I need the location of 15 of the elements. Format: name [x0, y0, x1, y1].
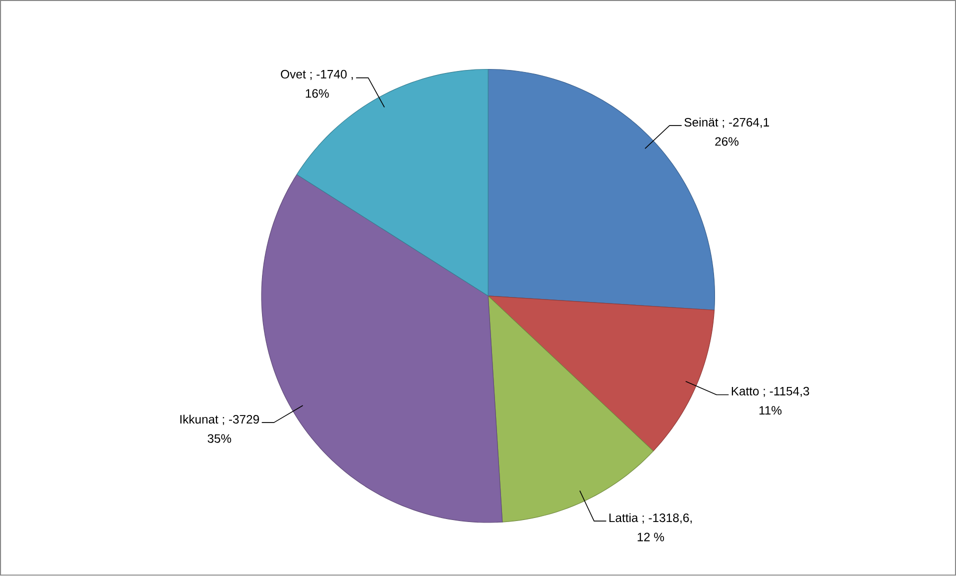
data-label: 11%: [759, 406, 782, 415]
data-label: 16%: [306, 89, 329, 98]
text: ; -3729: [222, 415, 259, 426]
slice-label: Lattia: [609, 513, 638, 522]
slice-label: Seinät: [684, 118, 718, 127]
data-label: 12 %: [638, 532, 664, 542]
text: ; -2764,1: [722, 118, 770, 128]
slice-label: Ikkunat: [180, 414, 218, 424]
slice-label: Katto: [732, 387, 759, 396]
data-label: 35%: [208, 434, 232, 443]
text: ; -1740 ,: [310, 70, 353, 80]
text: ; -1154,3: [764, 387, 810, 398]
text: ; -1318,6,: [642, 514, 692, 524]
slice-label: Ovet: [280, 70, 306, 79]
data-label: 26%: [715, 137, 738, 146]
